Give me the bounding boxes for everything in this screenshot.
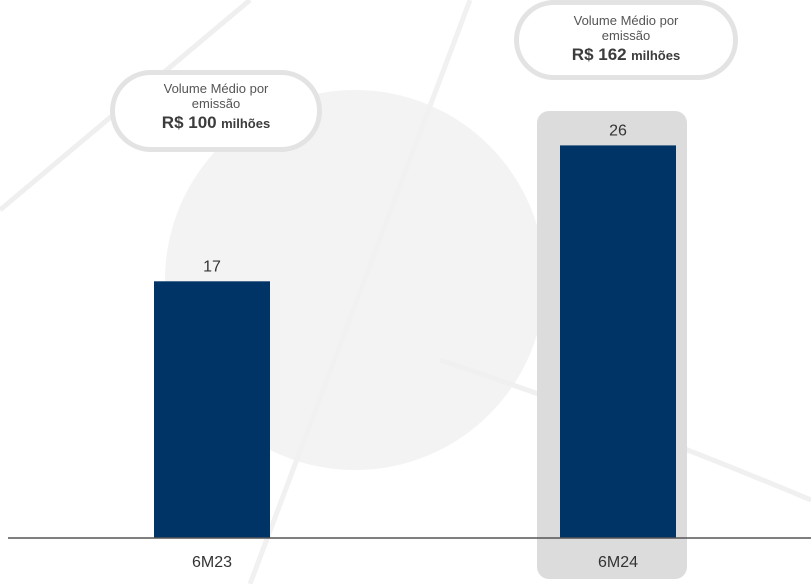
average-volume-callout-6M23: Volume Médio por emissão R$ 100 milhões bbox=[110, 70, 322, 152]
bar-6M23 bbox=[154, 281, 270, 538]
callout-line1: Volume Médio por bbox=[573, 13, 679, 28]
callout-line1: Volume Médio por bbox=[163, 81, 269, 96]
x-tick-label-6M23: 6M23 bbox=[192, 554, 232, 571]
x-tick-label-6M24: 6M24 bbox=[598, 554, 638, 571]
data-label-6M24: 26 bbox=[609, 122, 627, 139]
callout-line2: emissão bbox=[191, 96, 241, 111]
callout-value-number: R$ 162 bbox=[571, 45, 627, 64]
callout-value-unit: milhões bbox=[221, 116, 271, 131]
callout-value: R$ 162 milhões bbox=[519, 45, 733, 65]
average-volume-callout-6M24: Volume Médio por emissão R$ 162 milhões bbox=[514, 0, 738, 80]
callout-value: R$ 100 milhões bbox=[115, 113, 317, 133]
bar-6M24 bbox=[560, 145, 676, 538]
callout-line2: emissão bbox=[601, 28, 651, 43]
callout-value-number: R$ 100 bbox=[161, 113, 217, 132]
callout-value-unit: milhões bbox=[631, 48, 681, 63]
data-label-6M23: 17 bbox=[203, 258, 221, 275]
